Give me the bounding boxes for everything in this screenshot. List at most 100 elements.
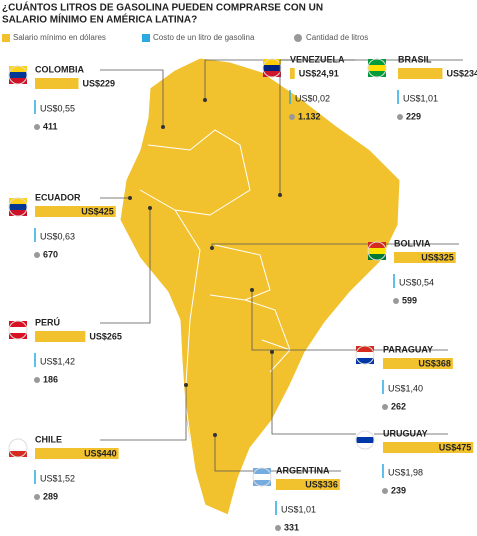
gas-label: US$0,63: [40, 231, 75, 241]
liters-label: 1.132: [298, 111, 321, 121]
liters-marker: [382, 404, 388, 410]
leader-line: [271, 352, 448, 435]
leader-line: [100, 69, 164, 127]
flag-stripe: [263, 71, 281, 77]
flag-rim: [8, 197, 28, 217]
flag-rim: [355, 345, 375, 365]
country-name: PARAGUAY: [383, 344, 433, 354]
flag-stripe: [263, 59, 281, 65]
liters-marker: [382, 488, 388, 494]
legend-swatch: [2, 34, 10, 42]
gas-label: US$0,02: [295, 93, 330, 103]
flag-stripe: [356, 437, 374, 443]
gas-label: US$1,52: [40, 473, 75, 483]
flag-stripe: [368, 248, 386, 254]
title-line: ¿CUÁNTOS LITROS DE GASOLINA PUEDEN COMPR…: [2, 1, 323, 14]
flag-rim: [367, 241, 387, 261]
leader-line: [251, 290, 448, 351]
flag-stripe: [9, 333, 27, 339]
flag-stripe: [9, 204, 27, 210]
country-name: BRASIL: [398, 54, 432, 64]
title-line: SALARIO MÍNIMO EN AMÉRICA LATINA?: [2, 13, 197, 26]
gas-label: US$1,42: [40, 356, 75, 366]
flag-stripe: [253, 474, 271, 480]
flag-rim: [252, 467, 272, 487]
liters-label: 670: [43, 249, 58, 259]
salary-label: US$234: [446, 68, 477, 78]
flag-rim: [8, 65, 28, 85]
flag-rim: [367, 58, 387, 78]
liters-label: 262: [391, 401, 406, 411]
flag-stripe: [9, 210, 27, 216]
gas-label: US$1,01: [403, 93, 438, 103]
legend-label: Salario mínimo en dólares: [13, 33, 106, 42]
liters-label: 239: [391, 485, 406, 495]
salary-label: US$229: [83, 78, 116, 88]
liters-marker: [289, 114, 295, 120]
map-point: [203, 98, 207, 102]
map-point: [148, 206, 152, 210]
flag-stripe: [368, 65, 386, 71]
flag-stripe: [253, 468, 271, 474]
country-name: ECUADOR: [35, 192, 81, 202]
leader-line: [279, 59, 463, 195]
map-point: [213, 433, 217, 437]
gas-label: US$1,01: [281, 504, 316, 514]
flag-stripe: [356, 346, 374, 352]
map-point: [128, 196, 132, 200]
leader-line: [100, 385, 187, 441]
salary-bar: [398, 68, 443, 79]
country-name: ARGENTINA: [276, 465, 330, 475]
liters-marker: [397, 114, 403, 120]
flag-stripe: [9, 72, 27, 78]
legend-label: Cantidad de litros: [306, 33, 368, 42]
flag-stripe: [368, 59, 386, 65]
flag-stripe: [9, 445, 27, 451]
flag-stripe: [9, 78, 27, 84]
flag-rim: [8, 438, 28, 458]
gas-label: US$1,40: [388, 383, 423, 393]
gas-label: US$1,98: [388, 467, 423, 477]
flag-rim: [8, 320, 28, 340]
flag-stripe: [9, 327, 27, 333]
legend-swatch: [142, 34, 150, 42]
salary-bar: [35, 78, 79, 89]
liters-label: 599: [402, 295, 417, 305]
map-point: [278, 193, 282, 197]
country-name: CHILE: [35, 434, 62, 444]
legend-label: Costo de un litro de gasolina: [153, 33, 255, 42]
flag-rim: [355, 430, 375, 450]
salary-label: US$425: [81, 206, 114, 216]
salary-label: US$440: [84, 448, 117, 458]
flag-stripe: [9, 321, 27, 327]
flag-stripe: [356, 352, 374, 358]
liters-label: 186: [43, 374, 58, 384]
gas-label: US$0,54: [399, 277, 434, 287]
salary-bar: [276, 479, 340, 490]
salary-bar: [290, 68, 295, 79]
liters-marker: [34, 494, 40, 500]
liters-label: 289: [43, 491, 58, 501]
salary-bar: [35, 448, 119, 459]
salary-label: US$265: [89, 331, 122, 341]
salary-label: US$475: [439, 442, 472, 452]
flag-stripe: [356, 443, 374, 449]
liters-marker: [34, 124, 40, 130]
flag-stripe: [9, 198, 27, 204]
flag-stripe: [368, 242, 386, 248]
flag-stripe: [356, 431, 374, 437]
map-point: [161, 125, 165, 129]
flag-stripe: [9, 439, 27, 445]
flag-stripe: [253, 480, 271, 486]
legend-swatch: [294, 34, 302, 42]
flag-stripe: [368, 254, 386, 260]
liters-marker: [34, 252, 40, 258]
map-point: [210, 246, 214, 250]
map-point: [270, 350, 274, 354]
liters-label: 411: [43, 121, 58, 131]
salary-label: US$336: [305, 479, 338, 489]
flag-stripe: [263, 65, 281, 71]
salary-label: US$325: [421, 252, 454, 262]
map-point: [184, 383, 188, 387]
